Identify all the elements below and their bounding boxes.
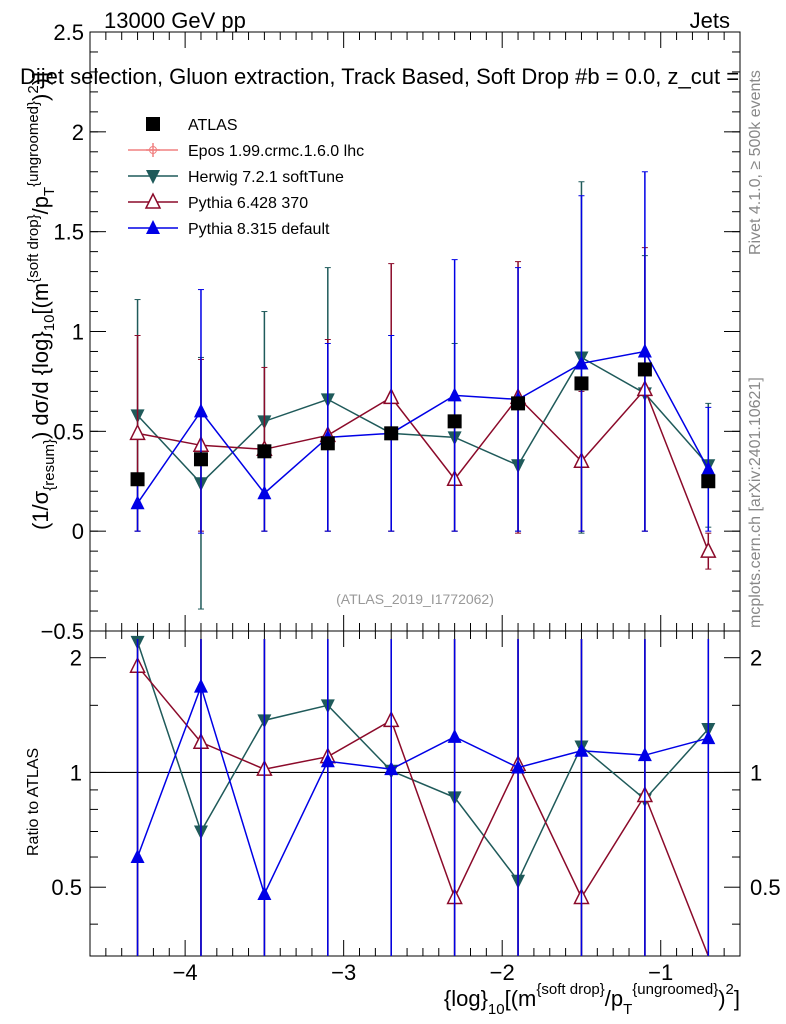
point-atlas <box>701 474 716 489</box>
ratio-ytick-label-right: 0.5 <box>750 875 781 900</box>
point-atlas <box>193 452 208 467</box>
legend-label-pythia6: Pythia 6.428 370 <box>188 195 308 212</box>
point-pythia6 <box>700 541 717 558</box>
main-ytick-label: 0.5 <box>53 419 84 444</box>
point-pythia8 <box>130 495 145 510</box>
ratio-series-pythia6 <box>129 639 710 957</box>
point-atlas <box>637 362 652 377</box>
ratio-ytick-label-right: 2 <box>750 646 762 671</box>
ratio-point-pythia8 <box>447 728 462 743</box>
series-line-herwig <box>137 356 709 485</box>
plot-title: Dijet selection, Gluon extraction, Track… <box>20 64 739 89</box>
svg-text:{log}10[(m{soft drop}/pT{ungro: {log}10[(m{soft drop}/pT{ungroomed})2] <box>444 981 740 1018</box>
main-ytick-label: 2 <box>72 120 84 145</box>
ratio-point-pythia8 <box>320 753 335 768</box>
legend-marker-herwig <box>146 170 160 184</box>
ratio-point-pythia8 <box>637 747 652 762</box>
ratio-series-herwig <box>130 635 716 956</box>
main-ytick-label: 2.5 <box>53 20 84 45</box>
ratio-xtick-label: −2 <box>490 960 515 985</box>
main-ytick-label: 1 <box>72 320 84 345</box>
main-ytick-label: 0 <box>72 519 84 544</box>
series-atlas <box>130 362 716 489</box>
ratio-ytick-label: 1 <box>70 760 82 785</box>
ratio-point-pythia8 <box>511 759 526 774</box>
ratio-xtick-label: −4 <box>173 960 198 985</box>
series-pythia6 <box>129 247 717 570</box>
point-atlas <box>384 426 399 441</box>
ratio-ylabel: Ratio to ATLAS <box>25 748 42 856</box>
legend-item-pythia8: Pythia 8.315 default <box>128 220 330 238</box>
ratio-xtick-label: −3 <box>331 960 356 985</box>
legend-label-herwig: Herwig 7.2.1 softTune <box>188 169 344 186</box>
legend-item-herwig: Herwig 7.2.1 softTune <box>128 169 344 186</box>
ratio-ytick-label-right: 1 <box>750 760 762 785</box>
main-ytick-label: −0.5 <box>41 619 84 644</box>
legend-item-atlas: ATLAS <box>146 117 238 134</box>
point-atlas <box>257 444 272 459</box>
legend-item-pythia6: Pythia 6.428 370 <box>128 192 308 212</box>
legend-item-epos: Epos 1.99.crmc.1.6.0 lhc <box>128 143 364 160</box>
legend-marker-atlas <box>146 117 160 131</box>
point-pythia6 <box>129 423 146 441</box>
ratio-point-pythia8 <box>193 678 208 693</box>
ratio-point-pythia8 <box>257 885 272 900</box>
svg-text:(1/σ{resum}) dσ/d {log}10[(m{s: (1/σ{resum}) dσ/d {log}10[(m{soft drop}/… <box>25 72 58 530</box>
ratio-ytick-label: 0.5 <box>51 875 82 900</box>
point-atlas <box>320 436 335 451</box>
ratio-point-pythia8 <box>701 730 716 745</box>
ratio-point-pythia8 <box>384 761 399 776</box>
ratio-xtick-label: −1 <box>648 960 673 985</box>
ratio-ytick-label: 2 <box>70 646 82 671</box>
series-line-pythia8 <box>136 350 709 504</box>
legend-label-epos: Epos 1.99.crmc.1.6.0 lhc <box>188 143 364 160</box>
ratio-frame <box>89 630 741 957</box>
header-right: Jets <box>690 8 730 33</box>
point-pythia8 <box>637 343 652 358</box>
ratio-point-pythia8 <box>130 849 145 864</box>
series-line-pythia6 <box>137 387 709 552</box>
ratio-point-pythia8 <box>574 742 589 757</box>
point-atlas <box>447 414 462 429</box>
legend-marker-pythia6 <box>144 192 162 209</box>
point-pythia8 <box>447 387 462 402</box>
legend-label-atlas: ATLAS <box>188 117 238 134</box>
legend-marker-pythia8 <box>146 220 160 234</box>
ratio-series-pythia8 <box>130 639 716 956</box>
series-herwig <box>130 181 716 610</box>
point-pythia8 <box>701 461 716 476</box>
ratio-line-herwig <box>136 641 709 883</box>
point-pythia8 <box>574 355 589 370</box>
mcplots-label: mcplots.cern.ch [arXiv:2401.10621] <box>747 377 764 628</box>
point-atlas <box>130 472 145 487</box>
point-pythia8 <box>193 403 208 418</box>
header-left: 13000 GeV pp <box>104 8 246 33</box>
legend-marker-epos-ring <box>149 146 157 154</box>
ratio-line-pythia8 <box>136 684 709 897</box>
main-ylabel: (1/σ{resum}) dσ/d {log}10[(m{soft drop}/… <box>25 72 58 530</box>
x-axis-label: {log}10[(m{soft drop}/pT{ungroomed})2] <box>444 981 740 1018</box>
ratio-line-pythia6 <box>136 665 709 957</box>
main-ytick-label: 1.5 <box>53 220 84 245</box>
legend-label-pythia8: Pythia 8.315 default <box>188 221 330 238</box>
analysis-id: (ATLAS_2019_I1772062) <box>336 591 494 607</box>
point-pythia8 <box>257 485 272 500</box>
rivet-label: Rivet 4.1.0, ≥ 500k events <box>747 70 764 255</box>
point-atlas <box>574 376 589 391</box>
point-atlas <box>511 396 526 411</box>
